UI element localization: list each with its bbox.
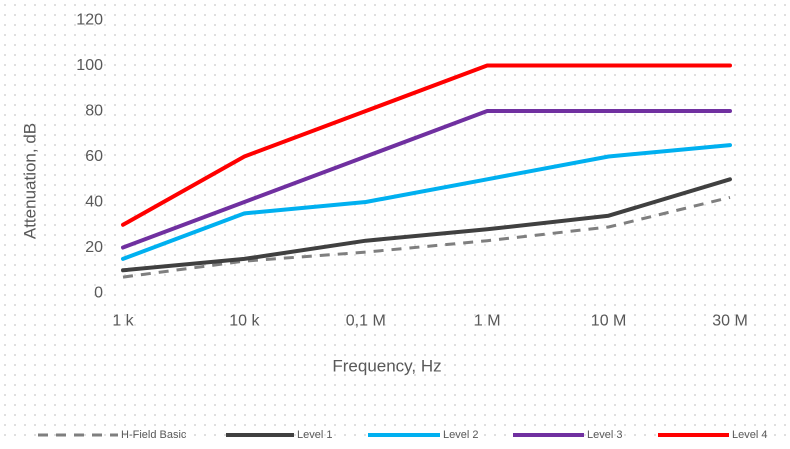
series-line-level-3 <box>121 109 732 250</box>
legend-label: H-Field Basic <box>121 429 187 441</box>
legend-item-level-1: Level 1 <box>226 429 332 441</box>
legend-label: Level 3 <box>587 429 622 441</box>
x-tick-label: 1 M <box>474 313 501 330</box>
legend-item-level-3: Level 3 <box>513 429 622 441</box>
y-tick-label: 100 <box>76 57 103 74</box>
series-line-level-2 <box>121 143 732 261</box>
legend-item-level-2: Level 2 <box>368 429 478 441</box>
y-tick-label: 120 <box>76 12 103 29</box>
x-tick-label: 30 M <box>712 313 748 330</box>
x-tick-label: 1 k <box>112 313 134 330</box>
y-tick-label: 40 <box>85 194 103 211</box>
legend: H-Field Basic Level 1 Level 2 Level 3 Level … <box>38 429 767 441</box>
y-tick-label: 20 <box>85 239 103 256</box>
series-lines <box>121 63 732 279</box>
y-tick-label: 60 <box>85 148 103 165</box>
x-tick-label: 0,1 M <box>346 313 386 330</box>
legend-label: Level 1 <box>297 429 332 441</box>
legend-label: Level 4 <box>732 429 767 441</box>
x-axis-label: Frequency, Hz <box>332 357 441 376</box>
x-tick-label: 10 k <box>229 313 260 330</box>
series-line-h-field-basic <box>122 195 731 279</box>
series-line-level-1 <box>121 177 732 273</box>
x-tick-label: 10 M <box>591 313 627 330</box>
series-line-level-4 <box>121 63 732 227</box>
y-tick-labels: 0 20 40 60 80 100 120 <box>76 12 103 302</box>
y-tick-label: 80 <box>85 103 103 120</box>
legend-label: Level 2 <box>443 429 478 441</box>
y-axis-label: Attenuation, dB <box>21 123 40 239</box>
legend-item-h-field-basic: H-Field Basic <box>38 429 187 441</box>
x-tick-labels: 1 k 10 k 0,1 M 1 M 10 M 30 M <box>112 313 747 330</box>
legend-item-level-4: Level 4 <box>658 429 767 441</box>
y-tick-label: 0 <box>94 285 103 302</box>
